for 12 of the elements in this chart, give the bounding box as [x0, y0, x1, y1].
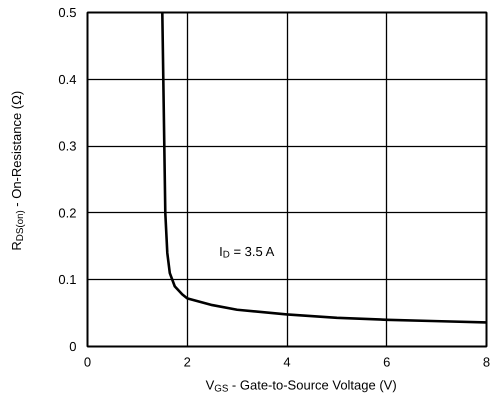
x-tick-label: 4	[283, 354, 291, 370]
y-axis-title: RDS(on) - On-Resistance (Ω)	[9, 90, 26, 251]
y-tick-label: 0.3	[58, 138, 77, 154]
x-tick-label: 8	[482, 354, 490, 370]
y-tick-label: 0.4	[58, 72, 77, 87]
y-tick-label: 0.1	[58, 272, 77, 288]
x-tick-label: 2	[184, 354, 191, 370]
y-tick-label: 0.2	[58, 205, 77, 220]
y-tick-label: 0	[69, 339, 77, 354]
y-tick-label: 0.5	[58, 5, 77, 20]
x-tick-label: 0	[84, 354, 92, 370]
x-tick-label: 6	[383, 354, 390, 370]
